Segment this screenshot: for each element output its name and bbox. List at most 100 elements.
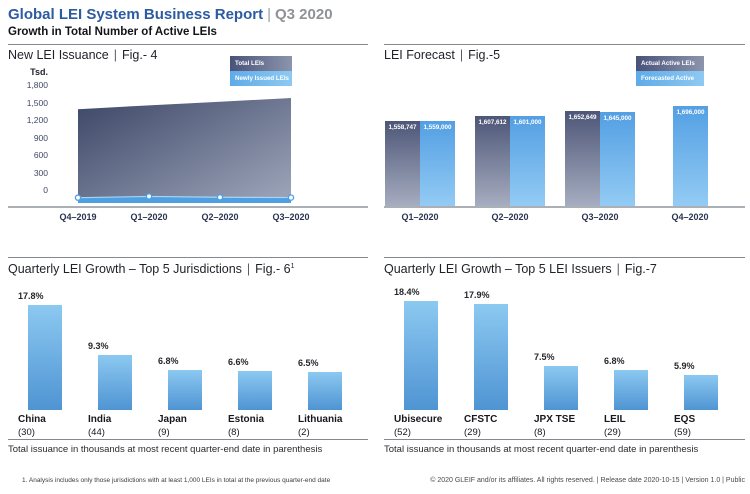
title-divider: | xyxy=(267,6,271,23)
report-subtitle: Growth in Total Number of Active LEIs xyxy=(8,26,217,38)
bar-value-label: 1,558,747 xyxy=(388,123,417,131)
count-label: (52) xyxy=(394,427,411,438)
count-label: (44) xyxy=(88,427,105,438)
bar-value-label: 1,645,000 xyxy=(603,114,632,122)
percent-label: 18.4% xyxy=(394,287,420,298)
x-axis-label: Q1–2020 xyxy=(401,212,439,222)
growth-bar xyxy=(614,369,648,410)
growth-bar xyxy=(28,304,62,410)
divider-line xyxy=(384,257,745,258)
report-title: Global LEI System Business Report xyxy=(8,6,264,23)
count-label: (8) xyxy=(534,427,546,438)
category-label: Estonia xyxy=(228,414,265,425)
column-right: LEI Forecast | Fig.-5 Actual Active LEIs F… xyxy=(384,0,745,494)
bar-value-label: 1,559,000 xyxy=(423,123,452,131)
category-label: EQS xyxy=(674,414,696,425)
percent-label: 7.5% xyxy=(534,351,555,362)
newly-issued-line xyxy=(77,195,292,199)
legend-total-leis: Total LEIs xyxy=(230,56,292,71)
newly-issued-band xyxy=(78,196,291,203)
category-label: JPX TSE xyxy=(534,414,576,425)
bar-forecasted-active xyxy=(673,106,708,206)
fig4-plot-svg xyxy=(74,98,295,203)
legend-fig4: Total LEIs Newly Issued LEIs xyxy=(230,56,292,86)
bar-value-label: 1,607,612 xyxy=(478,118,507,126)
count-label: (8) xyxy=(228,427,240,438)
legend-forecasted-active-leis: Forecasted Active LEIs xyxy=(636,71,704,97)
legend-newly-issued-leis: Newly Issued LEIs xyxy=(230,71,292,86)
fig6-footnote: 1. Analysis includes only those jurisdic… xyxy=(22,477,331,484)
x-axis-label: Q2–2020 xyxy=(491,212,529,222)
fig4-figure-label: Fig.- 4 xyxy=(122,48,158,62)
bar-forecasted-active xyxy=(600,111,635,206)
category-label: LEIL xyxy=(604,414,626,425)
bar-value-label: 1,652,649 xyxy=(568,113,597,121)
x-axis-label: Q3–2020 xyxy=(272,212,310,222)
fig6-note: Total issuance in thousands at most rece… xyxy=(8,444,323,455)
data-point-marker xyxy=(287,194,295,201)
panel-title-fig6: Quarterly LEI Growth – Top 5 Jurisdictio… xyxy=(8,262,295,276)
percent-label: 17.8% xyxy=(18,290,44,301)
report-header: Global LEI System Business Report | Q3 202… xyxy=(8,6,333,38)
growth-bar xyxy=(684,375,718,410)
percent-label: 6.5% xyxy=(298,357,319,368)
growth-bar xyxy=(98,355,132,410)
fig4-title-text: New LEI Issuance xyxy=(8,48,109,62)
panel-title-fig4: New LEI Issuance | Fig.- 4 xyxy=(8,48,157,62)
bar-actual-active xyxy=(385,120,420,206)
x-axis-label: Q3–2020 xyxy=(581,212,619,222)
fig6-footnote-marker: 1 xyxy=(290,262,295,270)
percent-label: 6.6% xyxy=(228,357,249,368)
fig4-title-divider: | xyxy=(113,48,117,62)
bar-actual-active xyxy=(475,115,510,206)
count-label: (9) xyxy=(158,427,170,438)
fig5-figure-label: Fig.-5 xyxy=(468,48,501,62)
y-axis-tick: 1,800 xyxy=(26,80,48,90)
fig5-x-axis-line xyxy=(384,206,745,208)
category-label: India xyxy=(88,414,112,425)
category-label: Japan xyxy=(158,414,187,425)
bar-forecasted-active xyxy=(510,116,545,206)
report-period: Q3 2020 xyxy=(274,6,333,23)
y-axis-tick: 1,200 xyxy=(26,115,48,125)
data-point-marker xyxy=(216,194,224,201)
data-point-marker xyxy=(145,193,153,200)
count-label: (59) xyxy=(674,427,691,438)
fig4-x-axis-line xyxy=(8,206,368,208)
divider-line xyxy=(8,257,368,258)
legend-fig5: Actual Active LEIs Forecasted Active LEI… xyxy=(636,56,704,97)
panel-title-fig5: LEI Forecast | Fig.-5 xyxy=(384,48,500,62)
column-left: New LEI Issuance | Fig.- 4 Total LEIs Newl… xyxy=(8,0,368,494)
y-axis-tick: 1,500 xyxy=(26,97,48,108)
fig6-figure-label: Fig.- 61 xyxy=(255,262,295,276)
divider-line xyxy=(384,44,745,45)
fig7-title-text: Quarterly LEI Growth – Top 5 LEI Issuers xyxy=(384,262,612,276)
x-axis-label: Q4–2019 xyxy=(59,212,97,222)
legend-actual-active-leis: Actual Active LEIs xyxy=(636,56,704,71)
growth-bar xyxy=(404,301,438,410)
growth-bar xyxy=(168,369,202,410)
growth-bar xyxy=(238,371,272,410)
x-axis-label: Q1–2020 xyxy=(130,212,168,222)
category-label: Ubisecure xyxy=(394,414,443,425)
fig7-title-divider: | xyxy=(616,262,620,276)
y-axis-unit: Tsd. xyxy=(30,67,48,77)
divider-line xyxy=(8,439,368,440)
bar-value-label: 1,696,000 xyxy=(676,109,705,117)
y-axis-tick: 0 xyxy=(43,185,48,195)
percent-label: 9.3% xyxy=(88,341,109,352)
fig7-figure-label: Fig.-7 xyxy=(624,262,657,276)
fig6-title-text: Quarterly LEI Growth – Top 5 Jurisdictio… xyxy=(8,262,242,276)
percent-label: 6.8% xyxy=(604,355,625,366)
fig7-note: Total issuance in thousands at most rece… xyxy=(384,444,699,455)
report-footer: © 2020 GLEIF and/or its affiliates. All … xyxy=(430,477,745,484)
report-title-row: Global LEI System Business Report | Q3 202… xyxy=(8,6,333,23)
x-axis-label: Q2–2020 xyxy=(201,212,239,222)
fig5-title-divider: | xyxy=(459,48,464,62)
count-label: (30) xyxy=(18,427,35,438)
y-axis-tick: 300 xyxy=(33,167,48,178)
bar-actual-active xyxy=(565,110,600,206)
count-label: (2) xyxy=(298,427,310,438)
bar-forecasted-active xyxy=(420,120,455,206)
fig5-title-text: LEI Forecast xyxy=(384,48,455,62)
